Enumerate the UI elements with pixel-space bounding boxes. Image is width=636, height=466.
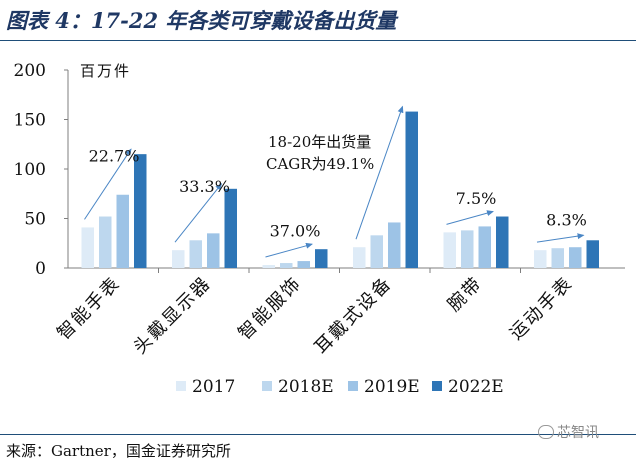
category-label-1: 头戴显示器 [130,273,216,359]
legend-label-2: 2019E [364,377,420,397]
legend-swatch-2 [348,381,358,391]
chart: 0 50 100 150 200 百万件 22.7% 33.3% 37.0% 7.5% 8.3% 18… [14,61,625,397]
bar-2018E-1 [189,240,202,268]
category-label-4: 腕带 [444,273,487,316]
legend-swatch-0 [176,381,186,391]
bar-2022E-5 [586,240,599,268]
bar-2019E-4 [478,226,491,268]
cagr-arrow-1 [174,183,223,243]
category-label-5: 运动手表 [506,273,577,344]
bar-2019E-5 [569,247,582,268]
bar-2019E-1 [207,233,220,268]
bar-2019E-0 [116,194,129,268]
cagr-label-5: 8.3% [546,211,587,230]
watermark: 芯智讯 [538,422,599,442]
bar-2017-2 [262,265,275,268]
bar-2017-4 [443,232,456,268]
title-bar: 图表 4：17-22 年各类可穿戴设备出货量 [0,0,636,41]
category-label-3: 耳戴式设备 [311,273,397,359]
cagr-arrow-3 [355,105,404,240]
bar-2018E-4 [461,230,474,268]
annotation-line2: CAGR为49.1% [266,155,374,173]
y-tick-label: 150 [14,111,46,131]
source-note: 来源：Gartner，国金证券研究所 [6,442,231,460]
legend-label-3: 2022E [448,377,504,397]
cagr-label-0: 22.7% [89,147,140,166]
cagr-label-1: 33.3% [179,177,230,196]
annotation-line1: 18-20年出货量 [268,133,371,151]
legend-swatch-3 [432,381,442,391]
category-label-0: 智能手表 [53,273,124,344]
bar-2018E-0 [99,216,112,268]
bar-2022E-0 [134,154,147,268]
bar-2017-0 [81,227,94,268]
bar-2018E-3 [370,235,383,268]
category-label-2: 智能服饰 [234,273,305,344]
cagr-label-2: 37.0% [270,222,321,241]
cagr-arrow-4 [446,210,494,225]
bar-2019E-2 [297,261,310,268]
cagr-arrow-0 [84,148,132,220]
bar-2022E-4 [496,216,509,268]
bar-2018E-5 [551,248,564,268]
bar-2017-1 [172,250,185,268]
footer-divider [0,434,636,435]
y-tick-label: 200 [14,61,46,81]
cagr-label-4: 7.5% [456,189,497,208]
legend-label-1: 2018E [278,377,334,397]
bar-2022E-3 [405,111,418,268]
y-tick-label: 0 [35,259,46,279]
y-tick-label: 50 [24,210,46,230]
legend-swatch-1 [262,381,272,391]
watermark-text: 芯智讯 [557,425,599,441]
cagr-arrow-5 [536,233,585,243]
bar-2022E-1 [224,188,237,268]
bar-2017-3 [353,247,366,268]
bar-2018E-2 [280,263,293,268]
page-title: 图表 4：17-22 年各类可穿戴设备出货量 [6,8,397,33]
wechat-icon [538,425,554,439]
bar-2019E-3 [388,222,401,268]
legend-label-0: 2017 [192,377,235,397]
y-unit-label: 百万件 [80,62,131,80]
bar-2022E-2 [315,249,328,268]
bar-2017-5 [534,250,547,268]
cagr-arrow-2 [265,242,313,258]
y-tick-label: 100 [14,160,46,180]
